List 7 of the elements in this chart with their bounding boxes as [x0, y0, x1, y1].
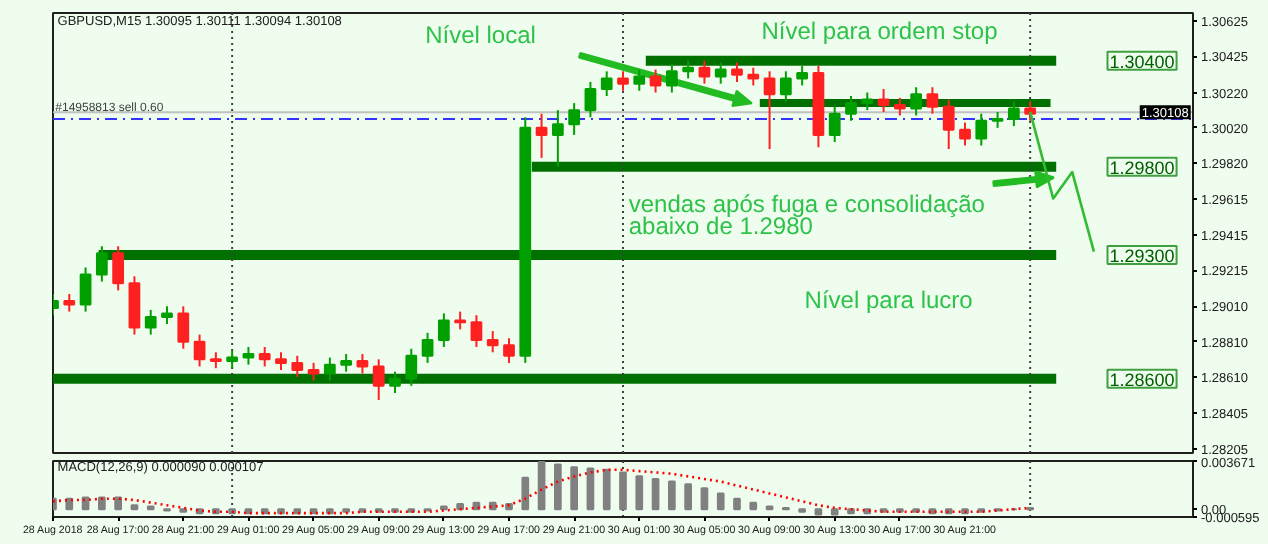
annotation: Nível local [425, 21, 536, 49]
annotation: Nível para ordem stop [761, 17, 999, 46]
ref-line-label: 1.29800 [1109, 157, 1175, 178]
ref-line-label: 1.28600 [1109, 369, 1175, 390]
ref-line-label: 1.29300 [1109, 246, 1175, 267]
annotation: Nível para lucro [804, 286, 974, 315]
ref-line-label: 1.30400 [1109, 51, 1175, 72]
